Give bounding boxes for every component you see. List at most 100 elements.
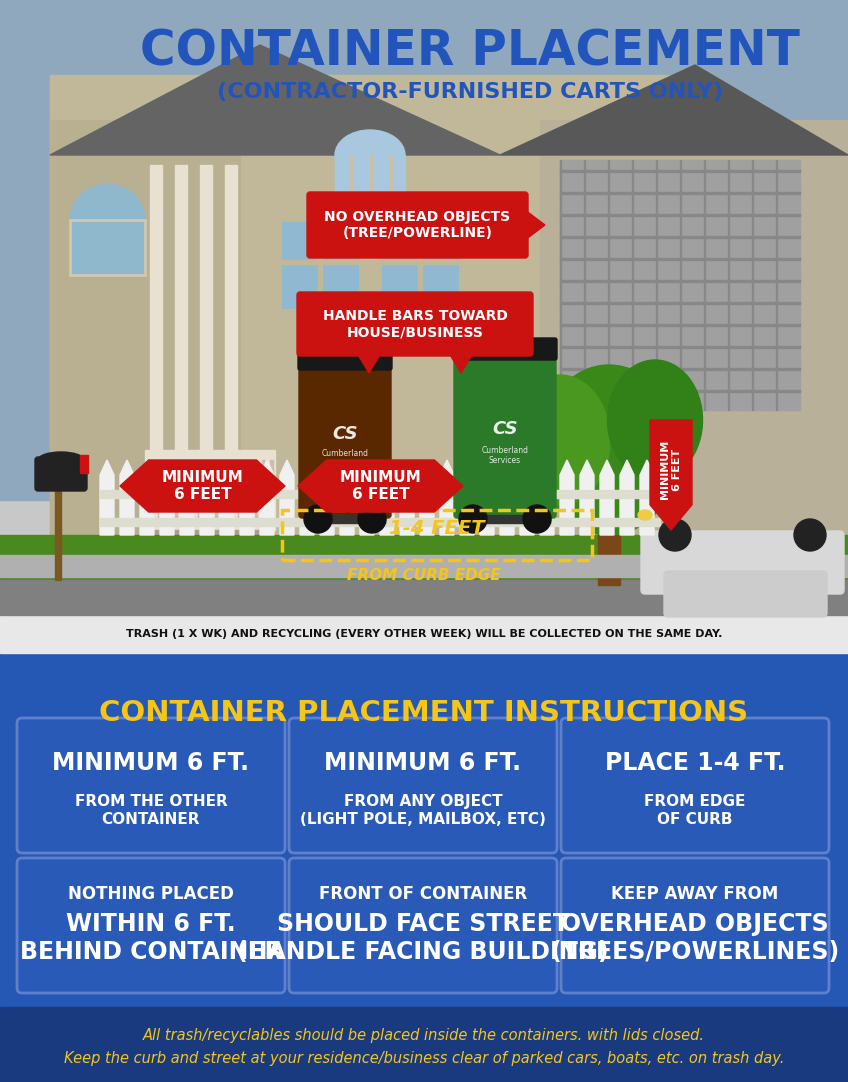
Bar	[214, 460, 217, 520]
Bar	[70, 220, 145, 275]
Polygon shape	[650, 420, 692, 530]
Text: NO OVERHEAD OBJECTS
(TREE/POWERLINE): NO OVERHEAD OBJECTS (TREE/POWERLINE)	[325, 210, 510, 240]
Bar	[776, 160, 777, 410]
Polygon shape	[220, 460, 234, 535]
Bar	[282, 510, 592, 560]
Ellipse shape	[607, 360, 702, 480]
FancyBboxPatch shape	[289, 718, 557, 853]
FancyBboxPatch shape	[17, 858, 285, 993]
Text: CS: CS	[332, 425, 358, 444]
Bar	[0, 615, 848, 654]
Polygon shape	[460, 460, 474, 535]
Ellipse shape	[335, 130, 405, 180]
Polygon shape	[640, 460, 654, 535]
FancyBboxPatch shape	[297, 292, 533, 356]
Bar	[0, 1007, 848, 1082]
Polygon shape	[300, 460, 314, 535]
Polygon shape	[500, 65, 848, 155]
Bar	[158, 460, 161, 520]
Bar	[560, 170, 800, 172]
Polygon shape	[280, 460, 294, 535]
FancyBboxPatch shape	[298, 348, 392, 370]
Bar	[560, 280, 800, 282]
Text: TRASH (1 X WK) AND RECYCLING (EVERY OTHER WEEK) WILL BE COLLECTED ON THE SAME DA: TRASH (1 X WK) AND RECYCLING (EVERY OTHE…	[126, 629, 722, 639]
Bar	[198, 460, 201, 520]
Bar	[704, 160, 705, 410]
Bar	[598, 430, 620, 585]
Polygon shape	[120, 460, 285, 512]
Polygon shape	[200, 460, 214, 535]
Bar	[380, 220, 460, 311]
Bar	[752, 160, 753, 410]
Bar	[380, 260, 460, 264]
Polygon shape	[620, 460, 634, 535]
Bar	[254, 460, 257, 520]
Bar	[370, 155, 373, 200]
Bar	[0, 0, 848, 580]
Text: All trash/recyclables should be placed inside the containers. with lids closed.: All trash/recyclables should be placed i…	[143, 1028, 705, 1043]
Ellipse shape	[510, 375, 610, 505]
Text: Keep the curb and street at your residence/business clear of parked cars, boats,: Keep the curb and street at your residen…	[64, 1051, 784, 1066]
Text: CS: CS	[492, 420, 518, 437]
Circle shape	[523, 505, 551, 533]
Text: WITHIN 6 FT.
BEHIND CONTAINER: WITHIN 6 FT. BEHIND CONTAINER	[20, 912, 282, 964]
Bar	[100, 518, 660, 526]
Bar	[150, 164, 162, 565]
Bar	[560, 258, 800, 260]
Bar	[280, 220, 360, 311]
Polygon shape	[560, 460, 574, 535]
Polygon shape	[540, 460, 554, 535]
Bar	[560, 346, 800, 348]
Bar	[680, 160, 681, 410]
Text: FROM THE OTHER
CONTAINER: FROM THE OTHER CONTAINER	[75, 794, 227, 827]
Text: MINIMUM
6 FEET: MINIMUM 6 FEET	[661, 440, 682, 499]
Polygon shape	[525, 210, 545, 240]
Text: MINIMUM
6 FEET: MINIMUM 6 FEET	[162, 470, 243, 502]
Circle shape	[459, 505, 487, 533]
Bar	[560, 192, 800, 194]
Bar	[560, 214, 800, 216]
FancyBboxPatch shape	[664, 571, 827, 617]
Bar	[318, 220, 322, 311]
Circle shape	[358, 505, 386, 533]
FancyBboxPatch shape	[454, 355, 556, 518]
Bar	[50, 120, 240, 550]
Bar	[350, 155, 353, 200]
Circle shape	[304, 505, 332, 533]
Bar	[560, 390, 800, 392]
Bar	[0, 555, 848, 577]
FancyBboxPatch shape	[299, 365, 391, 518]
Text: MINIMUM 6 FT.: MINIMUM 6 FT.	[53, 751, 249, 775]
Text: MINIMUM
6 FEET: MINIMUM 6 FEET	[340, 470, 421, 502]
Bar	[0, 535, 848, 585]
Bar	[584, 160, 585, 410]
Bar	[155, 550, 265, 568]
Polygon shape	[240, 460, 254, 535]
Bar	[80, 456, 88, 473]
Polygon shape	[298, 460, 463, 512]
Text: CONTAINER PLACEMENT INSTRUCTIONS: CONTAINER PLACEMENT INSTRUCTIONS	[99, 699, 749, 727]
Bar	[560, 160, 561, 410]
Bar	[380, 220, 460, 311]
Bar	[160, 568, 260, 583]
Bar	[0, 580, 848, 615]
Bar	[0, 654, 848, 1007]
Bar	[728, 160, 729, 410]
Polygon shape	[480, 460, 494, 535]
Bar	[50, 75, 670, 545]
Polygon shape	[50, 45, 500, 155]
Circle shape	[794, 519, 826, 551]
FancyBboxPatch shape	[17, 718, 285, 853]
Bar	[150, 460, 153, 520]
Polygon shape	[500, 460, 514, 535]
FancyBboxPatch shape	[561, 858, 829, 993]
Text: FRONT OF CONTAINER: FRONT OF CONTAINER	[319, 885, 527, 903]
Bar	[0, 580, 848, 615]
Polygon shape	[100, 460, 114, 535]
Polygon shape	[160, 460, 174, 535]
Bar	[100, 490, 660, 498]
Bar	[270, 460, 273, 520]
FancyBboxPatch shape	[35, 457, 87, 491]
Polygon shape	[420, 460, 434, 535]
Polygon shape	[260, 460, 274, 535]
